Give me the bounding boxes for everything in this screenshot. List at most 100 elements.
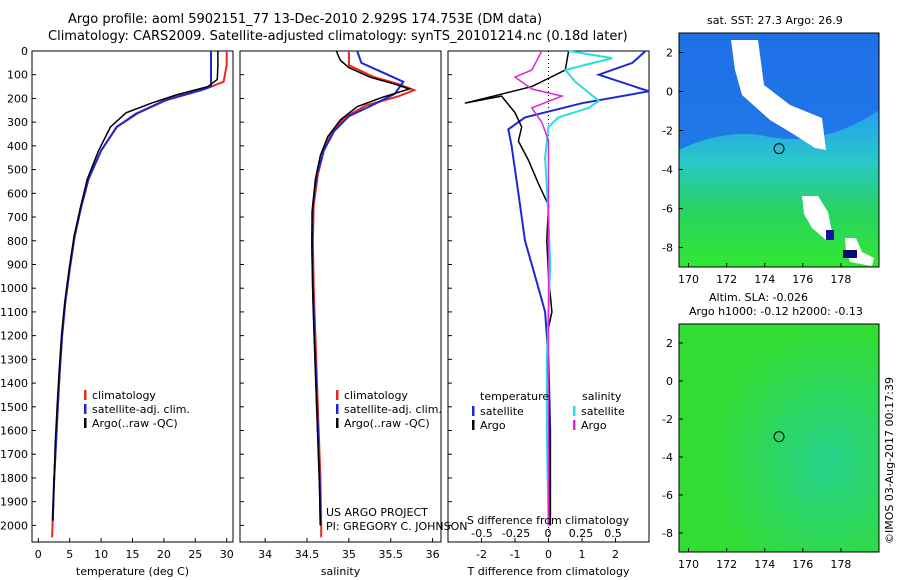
salinity-legend-label: climatology	[344, 389, 408, 402]
x-tick-label: -1	[510, 548, 521, 561]
x-tick-label: 1	[579, 548, 586, 561]
sst_map-y-tick-label: 0	[666, 86, 673, 99]
sla_map-x-tick-label: 176	[792, 558, 813, 571]
sst_map-y-tick-label: -4	[662, 164, 673, 177]
sst-cold-spot-2	[843, 250, 857, 258]
sst_map-y-tick-label: -2	[662, 125, 673, 138]
depth-tick-label: 500	[7, 164, 28, 177]
sla_map-y-tick-label: -4	[662, 451, 673, 464]
sla-map-subtitle: Argo h1000: -0.12 h2000: -0.13	[689, 305, 863, 318]
diff-legend-swatch-s	[573, 420, 576, 430]
sst_map-y-tick-label: -6	[662, 203, 673, 216]
salinity-legend-swatch	[336, 390, 339, 400]
depth-tick-label: 1600	[0, 425, 28, 438]
diff-legend-title-temperature: temperature	[480, 390, 549, 403]
depth-tick-label: 1000	[0, 282, 28, 295]
temperature-legend-label: Argo(..raw -QC)	[92, 417, 178, 430]
diff-s-tick-label: 0.5	[604, 527, 622, 540]
sst-island-mask-3	[845, 238, 874, 266]
salinity-legend-swatch	[336, 404, 339, 414]
sst_map-y-tick-label: 2	[666, 47, 673, 60]
sst-map-frame	[678, 32, 880, 268]
sst-island-mask-2	[802, 196, 832, 240]
sla-map-field	[679, 324, 879, 552]
sla_map-x-tick-label: 178	[830, 558, 851, 571]
x-tick-label: 36	[426, 548, 440, 561]
sla_map-y-tick-label: -2	[662, 413, 673, 426]
sla-map	[678, 323, 880, 553]
sla_map-y-tick-label: 0	[666, 375, 673, 388]
sst_map-x-tick-label: 176	[792, 273, 813, 286]
x-tick-label: 0	[545, 548, 552, 561]
depth-tick-label: 700	[7, 211, 28, 224]
figure-title-line1: Argo profile: aoml 5902151_77 13-Dec-201…	[68, 12, 543, 27]
x-tick-label: -2	[476, 548, 487, 561]
temperature-legend-swatch	[84, 404, 87, 414]
salinity-series-climatology	[311, 51, 417, 538]
depth-tick-label: 1400	[0, 377, 28, 390]
depth-tick-label: 0	[21, 45, 28, 58]
diff-legend-title-salinity: salinity	[582, 390, 622, 403]
diff-s-tick-label: -0.5	[471, 527, 492, 540]
depth-tick-label: 900	[7, 258, 28, 271]
sla_map-x-tick-label: 174	[754, 558, 775, 571]
sst-warm-pool	[679, 33, 879, 150]
sst_map-x-tick-label: 172	[716, 273, 737, 286]
depth-tick-label: 300	[7, 116, 28, 129]
diff-legend-swatch-s	[573, 406, 576, 416]
temperature-legend-label: satellite-adj. clim.	[92, 403, 190, 416]
diff-legend-label-t: Argo	[480, 419, 506, 432]
sst_map-x-tick-label: 174	[754, 273, 775, 286]
temperature-series-climatology	[51, 51, 228, 538]
sst-map	[678, 32, 880, 268]
sst-cold-spot-1	[826, 230, 834, 240]
temperature-panel-frame	[31, 50, 234, 543]
x-tick-label: 15	[126, 548, 140, 561]
temperature-xlabel: temperature (deg C)	[76, 565, 189, 578]
temperature-legend-swatch	[84, 418, 87, 428]
temperature-series-argo	[51, 51, 219, 521]
depth-tick-label: 1700	[0, 448, 28, 461]
sst-island-mask-1	[731, 40, 826, 150]
x-tick-label: 30	[220, 548, 234, 561]
depth-tick-label: 1300	[0, 353, 28, 366]
sla_map-x-tick-label: 170	[678, 558, 699, 571]
x-tick-label: 10	[94, 548, 108, 561]
salinity-series-satellite	[310, 50, 405, 526]
difference-series-S-argo	[513, 50, 565, 526]
x-tick-label: 2	[612, 548, 619, 561]
difference-series-S-satellite	[544, 50, 613, 526]
salinity-panel-frame	[239, 50, 442, 543]
depth-tick-label: 200	[7, 92, 28, 105]
sla_map-y-tick-label: 2	[666, 337, 673, 350]
salinity-series-argo	[311, 50, 412, 526]
diff-legend-label-t: satellite	[480, 405, 524, 418]
diff-s-tick-label: 0	[545, 527, 552, 540]
diff-legend-label-s: satellite	[581, 405, 625, 418]
depth-tick-label: 600	[7, 187, 28, 200]
temperature-series-satellite	[51, 51, 212, 521]
temperature-legend-swatch	[84, 390, 87, 400]
salinity-legend-label: satellite-adj. clim.	[344, 403, 442, 416]
depth-tick-label: 100	[7, 69, 28, 82]
x-tick-label: 0	[35, 548, 42, 561]
sla_map-argo-position-marker	[773, 431, 785, 443]
sst_map-y-tick-label: -8	[662, 242, 673, 255]
diff-s-tick-label: 0.25	[569, 527, 594, 540]
depth-tick-label: 400	[7, 140, 28, 153]
sla_map-y-tick-label: -6	[662, 489, 673, 502]
depth-tick-label: 1100	[0, 306, 28, 319]
depth-tick-label: 1500	[0, 401, 28, 414]
x-tick-label: 35.5	[379, 548, 404, 561]
difference-series-T-satellite	[507, 50, 650, 526]
x-tick-label: 35	[342, 548, 356, 561]
salinity-legend-label: Argo(..raw -QC)	[344, 417, 430, 430]
difference-xlabel: T difference from climatology	[467, 565, 630, 578]
sla-map-frame	[678, 323, 880, 553]
diff-s-tick-label: -0.25	[502, 527, 530, 540]
sla-map-title: Altim. SLA: -0.026	[709, 291, 809, 304]
sst_map-argo-position-marker	[773, 143, 785, 155]
depth-tick-label: 2000	[0, 519, 28, 532]
x-tick-label: 20	[157, 548, 171, 561]
